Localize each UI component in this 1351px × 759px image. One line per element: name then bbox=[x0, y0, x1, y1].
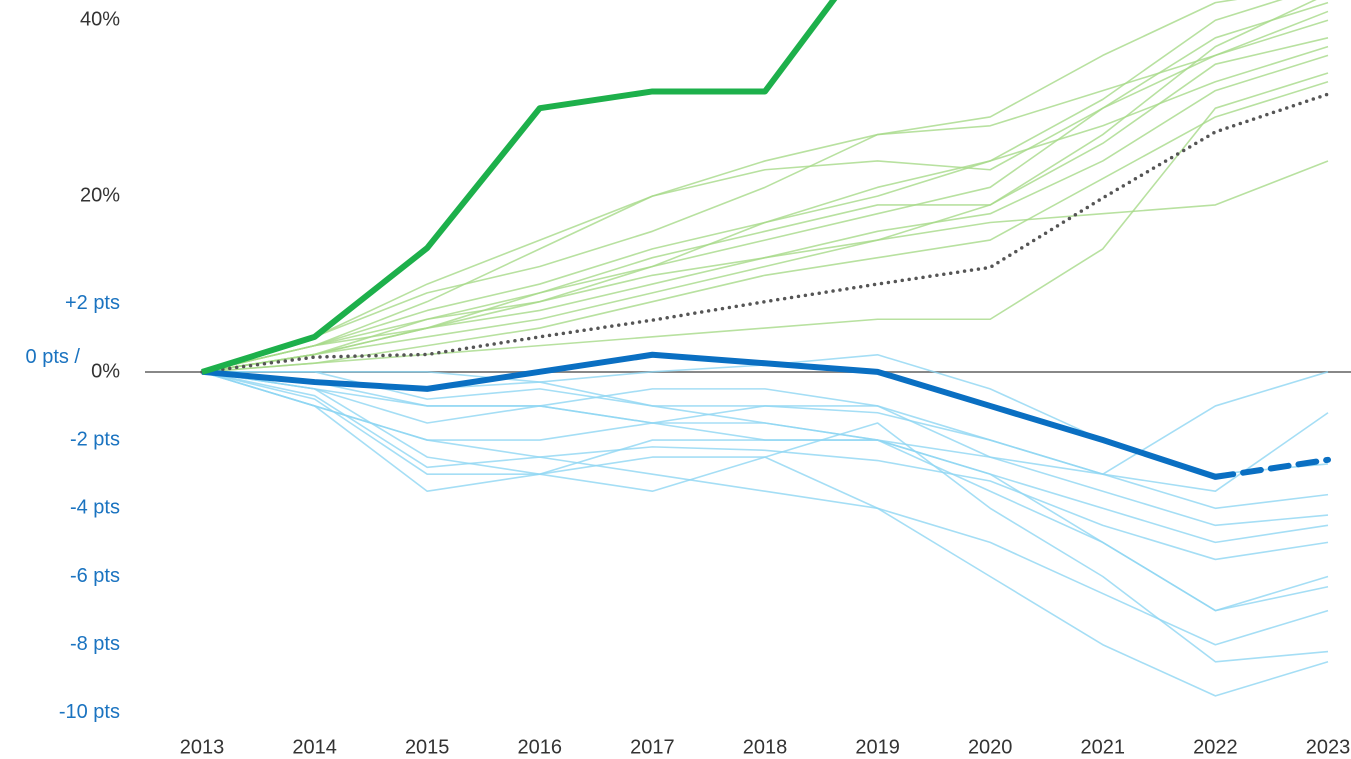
series-line bbox=[201, 160, 1329, 373]
x-tick-label: 2020 bbox=[968, 736, 1013, 758]
series-line bbox=[201, 371, 1329, 697]
series-line bbox=[201, 19, 1329, 373]
series-line bbox=[201, 0, 1317, 373]
series-line bbox=[201, 371, 1329, 527]
series-line bbox=[201, 351, 1217, 480]
x-tick-label: 2016 bbox=[518, 736, 563, 758]
x-tick-label: 2023 bbox=[1306, 736, 1351, 758]
series-line bbox=[201, 37, 1329, 373]
series-line bbox=[201, 81, 1329, 373]
x-tick-label: 2021 bbox=[1081, 736, 1126, 758]
y2-tick-label: -6 pts bbox=[70, 565, 120, 587]
series-line bbox=[201, 371, 1329, 612]
series-line bbox=[201, 0, 1238, 373]
x-tick-label: 2017 bbox=[630, 736, 675, 758]
y2-tick-label: -8 pts bbox=[70, 633, 120, 655]
y2-tick-label: -10 pts bbox=[59, 701, 120, 723]
x-tick-label: 2014 bbox=[292, 736, 337, 758]
y-tick-label: 40% bbox=[80, 9, 120, 31]
x-tick-label: 2022 bbox=[1193, 736, 1238, 758]
x-tick-label: 2019 bbox=[855, 736, 900, 758]
y2-tick-label: -2 pts bbox=[70, 428, 120, 450]
y-tick-label: 0% bbox=[91, 360, 120, 382]
series-line bbox=[201, 0, 838, 375]
series-line bbox=[201, 72, 1329, 373]
y-tick-label: 20% bbox=[80, 184, 120, 206]
y2-tick-label: 0 pts / bbox=[26, 346, 81, 368]
series-line bbox=[1212, 456, 1331, 480]
series-line bbox=[201, 45, 1329, 373]
x-tick-label: 2015 bbox=[405, 736, 450, 758]
series-line bbox=[201, 371, 1329, 493]
x-tick-label: 2018 bbox=[743, 736, 788, 758]
y2-tick-label: -4 pts bbox=[70, 497, 120, 519]
series-line bbox=[201, 10, 1329, 373]
series-line bbox=[201, 371, 1329, 646]
x-tick-label: 2013 bbox=[180, 736, 225, 758]
series-line bbox=[201, 0, 1283, 373]
y2-tick-label: +2 pts bbox=[65, 292, 120, 314]
series-line bbox=[201, 371, 1329, 561]
series-line bbox=[201, 1, 1329, 373]
series-line bbox=[200, 92, 1330, 374]
